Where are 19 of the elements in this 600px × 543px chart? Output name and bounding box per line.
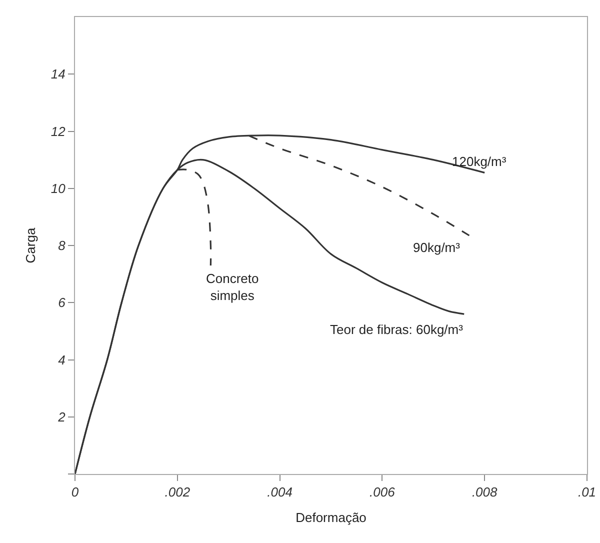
x-tick-label: .006 <box>370 484 396 500</box>
series-label: 90kg/m³ <box>413 240 461 255</box>
series-label: 120kg/m³ <box>452 154 507 169</box>
x-tick-label: 0 <box>71 484 80 500</box>
x-axis-title: Deformação <box>296 510 366 526</box>
x-tick-label: .008 <box>472 484 498 500</box>
y-tick-label: 6 <box>58 295 66 310</box>
y-tick-label: 8 <box>58 238 66 254</box>
y-tick-label: 4 <box>58 352 66 368</box>
y-tick-label: 14 <box>50 66 66 82</box>
x-tick-label: .002 <box>164 484 191 500</box>
y-tick-label: 12 <box>50 124 66 139</box>
series-label: Teor de fibras: 60kg/m³ <box>330 322 464 337</box>
y-axis-title: Carga <box>22 227 38 264</box>
x-tick-label: .004 <box>267 484 292 500</box>
x-tick-label: .01 <box>578 484 596 500</box>
series-label: Concreto simples <box>206 271 259 303</box>
y-tick-label: 10 <box>50 180 66 196</box>
y-tick-label: 2 <box>57 409 66 424</box>
